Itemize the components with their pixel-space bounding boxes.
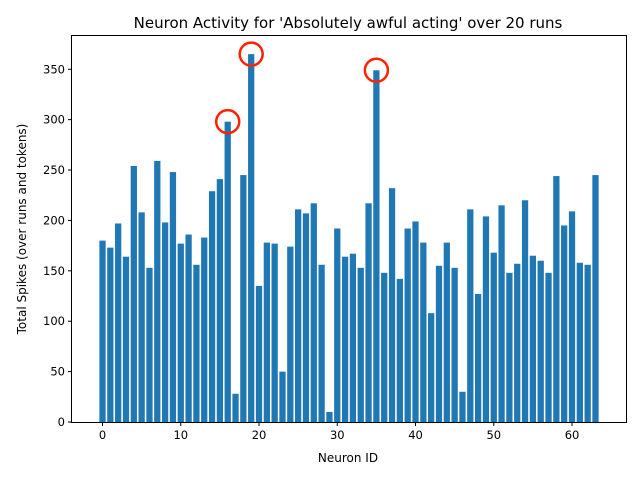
bar-neuron-40 [412,221,419,422]
bar-neuron-63 [592,175,599,422]
chart-title: Neuron Activity for 'Absolutely awful ac… [134,14,563,32]
bar-neuron-2 [115,223,122,422]
bar-neuron-33 [357,267,364,422]
bar-neuron-34 [365,203,372,422]
x-tick-label-60: 60 [565,428,580,442]
x-tick-label-20: 20 [252,428,267,442]
y-axis: 0 50 100 150 200 250 300 350 [43,62,72,429]
bar-neuron-43 [435,265,443,422]
highlight-circle-neuron-19 [238,41,264,67]
bar-neuron-37 [388,188,396,422]
bar-neuron-4 [130,166,137,422]
plot-frame [71,35,627,423]
bar-neuron-26 [302,213,310,422]
bar-neuron-41 [420,242,427,422]
bar-neuron-53 [514,263,521,422]
bar-neuron-48 [474,294,482,422]
bar-neuron-24 [287,246,294,422]
bar-neuron-28 [318,264,325,422]
x-tick-label-30: 30 [330,428,345,442]
bar-neuron-10 [177,243,184,422]
bar-neuron-17 [232,393,239,422]
bar-neuron-6 [146,267,153,422]
highlight-markers [214,41,390,135]
bar-neuron-55 [529,255,537,422]
bar-neuron-25 [295,209,302,422]
y-tick-label-200: 200 [43,213,65,227]
x-axis: 0 10 20 30 40 50 60 [99,422,579,442]
bar-neuron-60 [568,211,576,422]
bar-neuron-62 [584,264,591,422]
highlight-circle-neuron-35 [363,57,390,84]
bar-neuron-27 [310,203,317,422]
y-tick-label-250: 250 [43,163,65,177]
bar-neuron-1 [107,247,114,422]
bar-neuron-58 [553,176,560,422]
bar-neuron-32 [349,253,357,422]
bar-neuron-59 [561,225,568,422]
x-tick-label-10: 10 [173,428,188,442]
y-tick-label-100: 100 [43,314,65,328]
y-tick-label-0: 0 [58,415,65,429]
bar-neuron-47 [467,209,474,422]
bar-neuron-15 [216,179,224,422]
y-axis-label: Total Spikes (over runs and tokens) [15,124,29,336]
highlight-circle-neuron-16 [214,108,241,135]
bar-neuron-8 [161,222,169,422]
bar-neuron-29 [326,411,333,422]
bar-neuron-35 [373,70,380,423]
bar-neuron-20 [255,285,263,422]
bar-neuron-38 [396,278,403,422]
bar-neuron-36 [381,272,388,422]
bar-neuron-56 [537,260,544,422]
x-tick-label-40: 40 [408,428,423,442]
bar-neuron-31 [341,256,349,422]
bar-neuron-12 [193,264,200,422]
bar-neuron-30 [334,228,341,422]
bars-group [99,54,599,423]
bar-neuron-19 [248,54,255,422]
bar-neuron-54 [521,200,529,422]
bar-neuron-11 [185,234,192,422]
bar-neuron-18 [240,175,247,422]
bar-neuron-9 [169,172,177,422]
x-tick-label-50: 50 [486,428,501,442]
bar-neuron-39 [404,228,411,422]
bar-neuron-23 [279,371,286,422]
x-tick-label-0: 0 [99,428,106,442]
bar-neuron-14 [208,191,216,422]
y-tick-label-150: 150 [43,264,65,278]
bar-neuron-49 [482,216,490,422]
bar-neuron-44 [443,242,450,422]
bar-neuron-7 [154,160,161,422]
x-axis-label: Neuron ID [318,451,378,465]
bar-neuron-16 [224,121,231,423]
bar-neuron-13 [201,237,208,422]
bar-neuron-46 [459,391,466,422]
bar-neuron-51 [498,205,505,422]
bar-neuron-3 [122,256,130,422]
bar-neuron-21 [263,242,270,422]
bar-neuron-57 [545,272,552,422]
y-tick-label-50: 50 [50,365,65,379]
y-tick-label-300: 300 [43,113,65,127]
bar-neuron-22 [271,243,278,422]
bar-neuron-45 [451,267,458,422]
bar-neuron-5 [138,212,145,422]
bar-neuron-61 [576,262,583,422]
bar-neuron-50 [490,252,497,422]
bar-neuron-0 [99,240,106,422]
bar-neuron-52 [506,272,513,422]
bar-neuron-42 [428,313,435,422]
y-tick-label-350: 350 [43,62,65,76]
